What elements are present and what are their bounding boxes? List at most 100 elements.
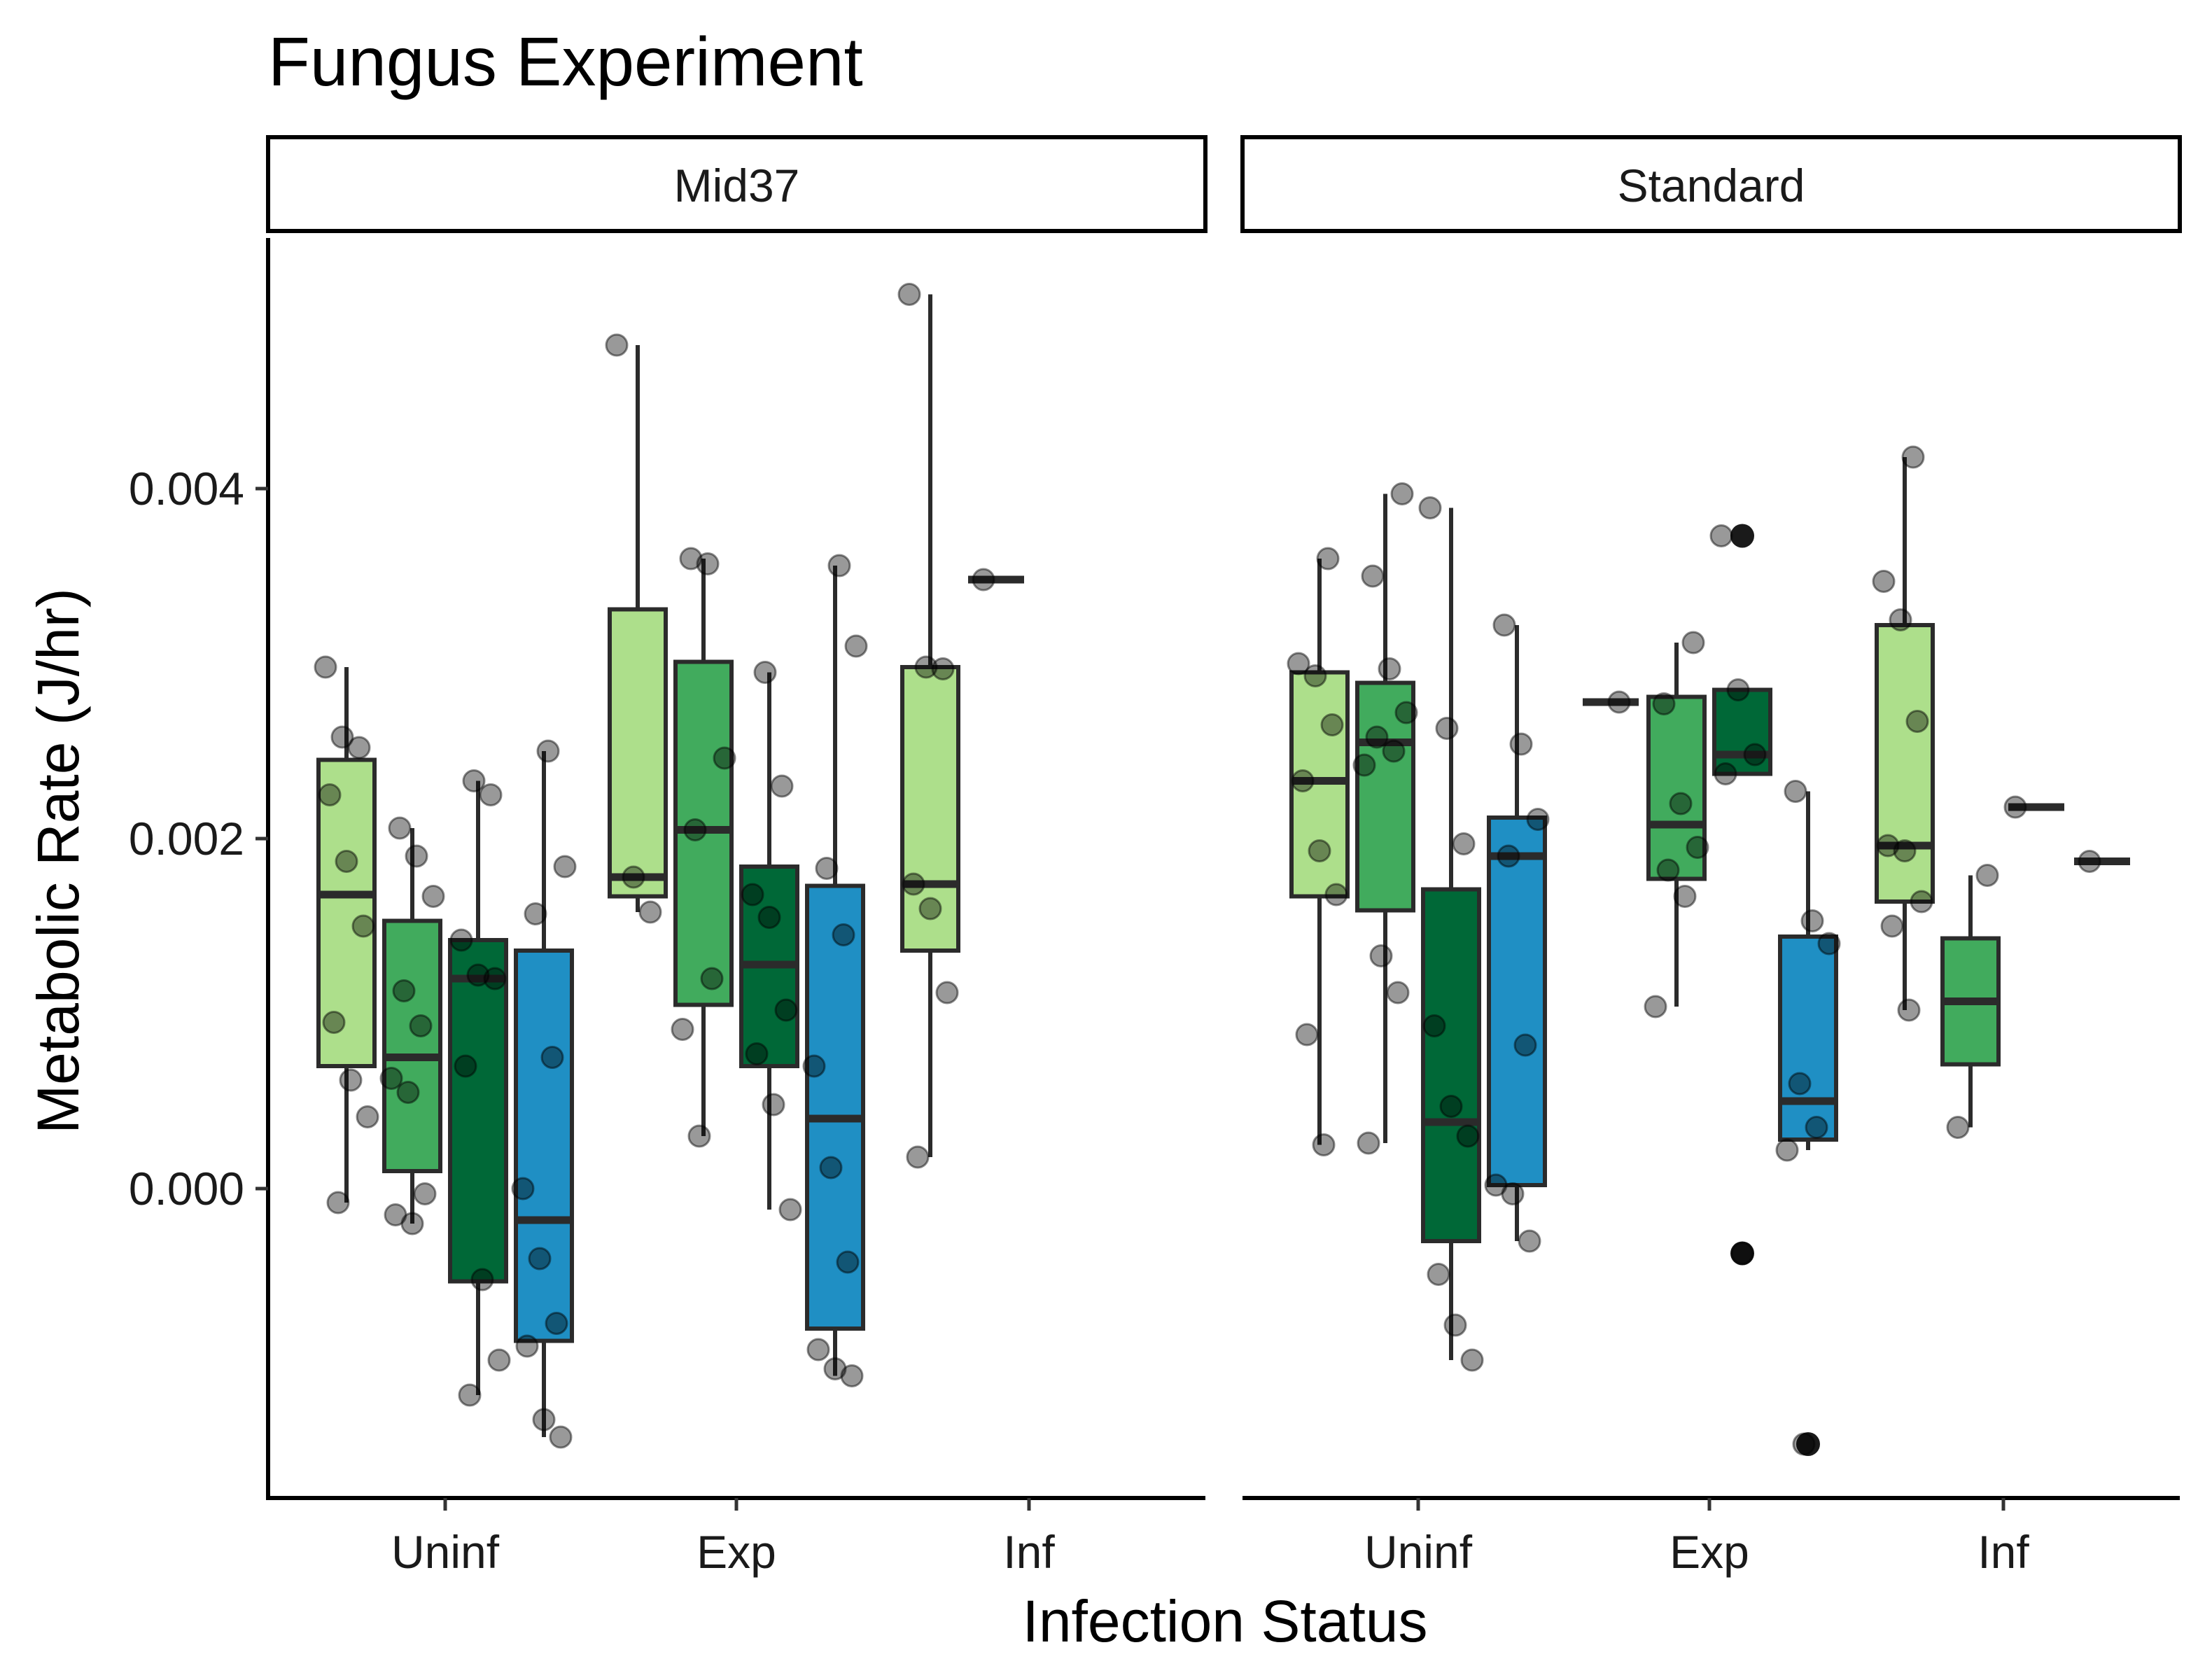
data-point bbox=[687, 1124, 711, 1148]
data-point bbox=[1435, 717, 1459, 740]
data-point bbox=[1312, 1133, 1336, 1156]
data-point bbox=[1390, 482, 1414, 505]
data-point bbox=[1484, 1173, 1508, 1197]
box-inf bbox=[2003, 795, 2064, 819]
data-point bbox=[1287, 652, 1310, 676]
data-point bbox=[1316, 547, 1340, 570]
outlier-point bbox=[1730, 1241, 1754, 1266]
data-point bbox=[671, 1018, 694, 1041]
box-uninf bbox=[1352, 482, 1418, 1155]
facet-label: Standard bbox=[1618, 160, 1805, 211]
data-point bbox=[1394, 701, 1418, 724]
data-point bbox=[774, 998, 798, 1022]
data-point bbox=[1775, 1138, 1799, 1162]
data-point bbox=[347, 736, 371, 760]
data-point bbox=[1876, 834, 1900, 858]
data-point bbox=[897, 283, 921, 306]
box-body bbox=[1487, 816, 1547, 1187]
data-point bbox=[1422, 1014, 1446, 1037]
data-point bbox=[487, 1348, 511, 1372]
data-point bbox=[832, 923, 855, 946]
data-point bbox=[1320, 713, 1344, 736]
data-point bbox=[1673, 885, 1697, 908]
data-point bbox=[330, 725, 354, 749]
data-point bbox=[1905, 710, 1929, 733]
data-point bbox=[1439, 1095, 1463, 1118]
data-point bbox=[1382, 739, 1406, 763]
data-point bbox=[757, 906, 781, 929]
data-point bbox=[1897, 998, 1921, 1022]
y-tick-label: 0.000 bbox=[129, 1163, 244, 1214]
x-tick-label: Inf bbox=[1977, 1526, 2029, 1578]
box-body bbox=[1421, 887, 1481, 1243]
x-tick-label: Exp bbox=[1670, 1526, 1749, 1578]
data-point bbox=[605, 333, 629, 357]
data-point bbox=[483, 967, 507, 990]
outlier-point bbox=[1730, 524, 1754, 548]
data-point bbox=[745, 1042, 769, 1065]
data-point bbox=[918, 897, 942, 920]
box-uninf bbox=[448, 769, 511, 1407]
data-point bbox=[2078, 850, 2101, 873]
data-point bbox=[339, 1068, 363, 1092]
box-exp bbox=[1775, 780, 1841, 1456]
data-point bbox=[819, 1156, 843, 1180]
data-point bbox=[1901, 445, 1925, 469]
data-point bbox=[700, 967, 724, 990]
data-point bbox=[1357, 1131, 1380, 1155]
box-inf bbox=[1940, 864, 2001, 1139]
data-point bbox=[806, 1338, 830, 1362]
x-tick-label: Uninf bbox=[391, 1526, 500, 1578]
data-point bbox=[2003, 795, 2027, 819]
data-point bbox=[906, 1145, 930, 1169]
box-body bbox=[608, 607, 668, 899]
data-point bbox=[1526, 808, 1550, 831]
data-point bbox=[1418, 496, 1442, 519]
x-tick-label: Uninf bbox=[1364, 1526, 1473, 1578]
data-point bbox=[679, 547, 703, 570]
data-point bbox=[314, 655, 337, 679]
box-body bbox=[448, 938, 508, 1284]
data-point bbox=[536, 739, 560, 763]
data-point bbox=[322, 1011, 346, 1034]
data-point bbox=[462, 769, 486, 792]
data-point bbox=[1443, 1313, 1467, 1337]
box-inf bbox=[1872, 445, 1935, 1022]
data-point bbox=[1681, 631, 1705, 654]
data-point bbox=[1427, 1263, 1450, 1286]
data-point bbox=[515, 1334, 539, 1358]
box-exp bbox=[605, 333, 668, 924]
x-axis-title: Infection Status bbox=[1022, 1588, 1427, 1654]
data-point bbox=[1513, 1033, 1537, 1057]
data-point bbox=[1910, 890, 1933, 913]
data-point bbox=[326, 1191, 350, 1214]
box-body bbox=[514, 948, 574, 1343]
data-point bbox=[827, 554, 851, 578]
data-point bbox=[622, 865, 645, 889]
data-point bbox=[413, 1182, 437, 1205]
data-point bbox=[409, 1014, 433, 1037]
data-point bbox=[356, 1105, 379, 1128]
data-point bbox=[1714, 762, 1737, 785]
data-point bbox=[1743, 743, 1767, 766]
box-inf bbox=[897, 283, 960, 1169]
data-point bbox=[1872, 570, 1896, 593]
data-point bbox=[351, 914, 375, 938]
data-point bbox=[713, 746, 736, 770]
data-point bbox=[524, 902, 547, 925]
data-point bbox=[545, 1312, 568, 1335]
data-point bbox=[384, 1203, 407, 1226]
data-point bbox=[1669, 792, 1693, 816]
box-uninf bbox=[1484, 613, 1550, 1253]
data-point bbox=[511, 1177, 535, 1200]
data-point bbox=[931, 657, 955, 680]
data-point bbox=[778, 1198, 802, 1222]
y-axis-title: Metabolic Rate (J/hr) bbox=[25, 588, 91, 1134]
data-point bbox=[1324, 883, 1348, 906]
data-point bbox=[696, 552, 720, 575]
data-point bbox=[396, 1081, 420, 1104]
box-uninf bbox=[511, 739, 577, 1449]
facet-strip bbox=[266, 135, 1208, 233]
data-point bbox=[1365, 725, 1389, 749]
data-point bbox=[1788, 1072, 1812, 1096]
